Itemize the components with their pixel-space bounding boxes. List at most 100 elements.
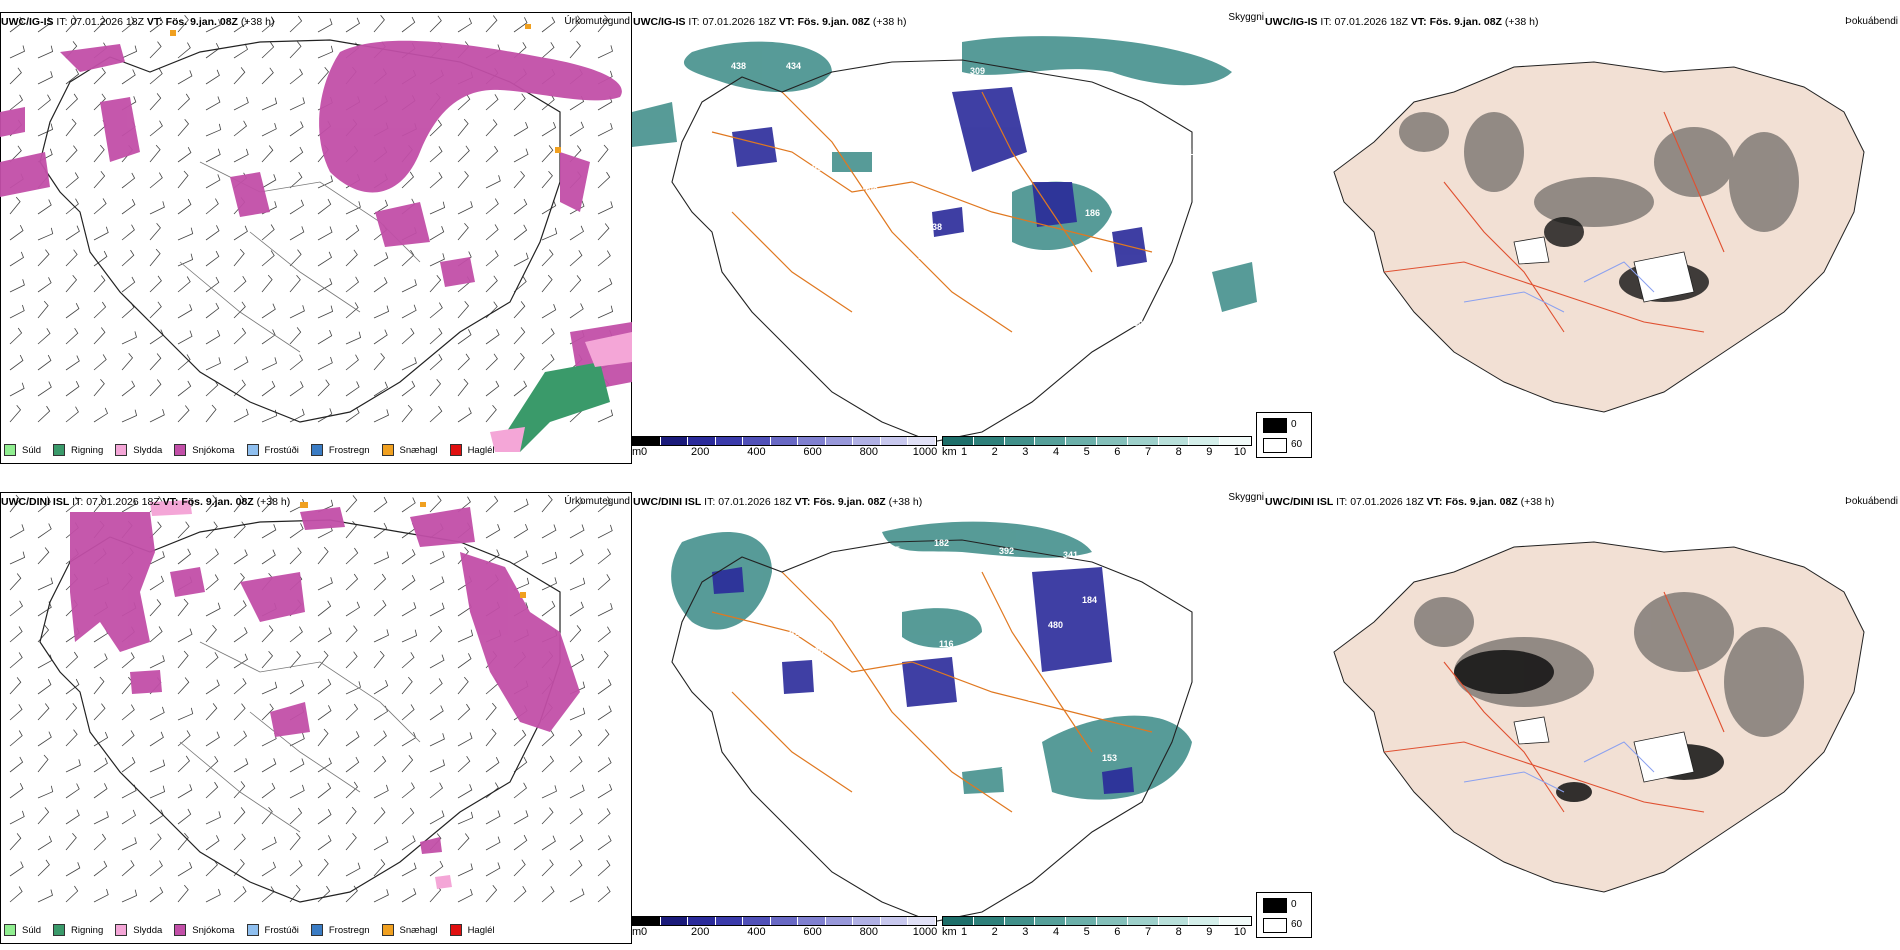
wind-barb	[65, 703, 78, 721]
wind-barb	[345, 249, 358, 267]
precip-legend: Súld Rigning Slydda Snjókoma Frostúði Fr…	[4, 924, 507, 936]
wind-barb	[541, 121, 557, 137]
wind-barb	[93, 301, 107, 319]
wind-barb	[569, 524, 585, 539]
wind-barb	[177, 304, 193, 319]
vt-value: Fös. 9.jan. 08Z	[1429, 16, 1502, 28]
wind-barb	[401, 575, 416, 591]
cloud-base-value: 177	[963, 716, 978, 726]
legend-swatch	[174, 444, 187, 456]
wind-barb	[65, 759, 81, 773]
wind-barb	[9, 730, 23, 747]
wind-barb	[401, 862, 417, 877]
wind-barb	[233, 379, 246, 397]
wind-barb	[401, 755, 414, 773]
wind-barb	[513, 523, 529, 539]
wind-barb	[261, 651, 274, 669]
wind-barb	[121, 757, 136, 773]
wind-barb	[261, 861, 276, 877]
wind-barb	[513, 276, 527, 293]
wind-barb	[9, 354, 24, 371]
panel-title: UWC/IG-IS IT: 07.01.2026 18Z VT: Fös. 9.…	[1, 16, 274, 28]
cloud-base-value: 100	[961, 651, 976, 661]
colorbar-tick-label: 5	[1083, 926, 1090, 938]
colorbar-tick-label: 1	[960, 446, 968, 458]
vt-value: Fös. 9.jan. 08Z	[181, 496, 254, 508]
wind-barb	[9, 304, 25, 319]
wind-barb	[317, 577, 333, 591]
colorbar-swatch	[1158, 437, 1190, 445]
it-label: IT:	[72, 496, 84, 508]
cloud-base-value: 156	[852, 95, 867, 105]
wind-barb	[345, 651, 358, 669]
wind-barb	[177, 276, 191, 293]
wind-barb	[429, 253, 445, 267]
wind-barb	[37, 754, 49, 773]
wind-barb	[569, 808, 583, 825]
wind-barb	[317, 379, 330, 397]
wind-barb	[37, 785, 54, 799]
cloud-base-value: 132	[1115, 319, 1130, 329]
wind-barb	[177, 784, 193, 799]
it-value: 07.01.2026 18Z	[86, 496, 160, 508]
wind-barb	[93, 757, 108, 773]
wind-barb	[205, 835, 220, 851]
wind-barb	[149, 353, 162, 371]
wind-barb	[205, 276, 220, 293]
wind-barb	[597, 305, 614, 319]
wind-barb	[429, 15, 442, 33]
legend-swatch	[115, 924, 128, 936]
wind-barb	[65, 678, 80, 695]
wind-barb	[345, 407, 360, 423]
wind-barb	[37, 496, 51, 513]
wind-barb	[541, 859, 554, 877]
wind-barb	[233, 494, 245, 513]
wind-barb	[93, 888, 109, 903]
wind-barb	[261, 67, 274, 85]
wind-barb	[65, 381, 80, 397]
wind-barb	[177, 650, 189, 669]
wind-barb	[149, 120, 163, 137]
wind-barb	[457, 833, 470, 851]
wind-barb	[121, 498, 137, 513]
wind-barb	[569, 835, 584, 851]
cloud-base-value: 921	[789, 629, 804, 639]
cloud-base-value: 688	[804, 729, 819, 739]
wind-barb	[65, 68, 80, 85]
vt-label: VT:	[794, 496, 811, 508]
wind-barb	[37, 123, 54, 137]
wind-barb	[233, 703, 246, 721]
wind-barb	[149, 301, 162, 319]
wind-barb	[317, 728, 329, 747]
wind-barb	[569, 549, 584, 565]
cloud-base-value: 179	[1105, 279, 1120, 289]
wind-barb	[597, 278, 613, 293]
legend-item: Slydda	[115, 924, 162, 936]
cloud-base-value: 97	[873, 785, 883, 795]
wind-barb	[9, 626, 23, 643]
wind-barb	[317, 858, 329, 877]
wind-barb	[121, 353, 134, 371]
wind-barb	[261, 174, 277, 189]
wind-barb	[457, 145, 470, 163]
wind-barb	[289, 15, 303, 33]
panel-title: UWC/DINI ISL IT: 07.01.2026 18Z VT: Fös.…	[633, 496, 922, 508]
model-name: UWC/IG-IS	[1, 16, 54, 28]
cloud-base-value: 95	[890, 545, 900, 555]
precip-map	[0, 492, 632, 944]
wind-barb	[569, 784, 585, 799]
wind-barb	[93, 226, 109, 241]
wind-barb	[513, 834, 528, 851]
wind-barb	[541, 524, 557, 539]
wind-barb	[149, 172, 163, 189]
wind-barb	[289, 305, 305, 319]
wind-barb	[597, 548, 612, 565]
fog-scale-min-label: 60	[1291, 919, 1303, 930]
wind-barb	[65, 118, 77, 137]
vt-label: VT:	[162, 496, 179, 508]
wind-barb	[149, 706, 165, 721]
wind-barb	[345, 832, 357, 851]
wind-barb	[569, 625, 582, 643]
wind-barb	[261, 41, 275, 59]
wind-barb	[513, 756, 528, 773]
